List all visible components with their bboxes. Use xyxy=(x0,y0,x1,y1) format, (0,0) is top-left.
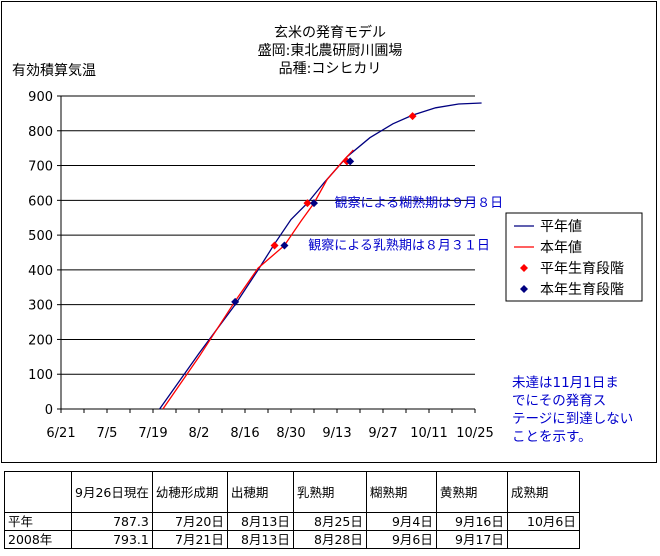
row-label: 平年 xyxy=(4,512,72,531)
table-cell: 9月6日 xyxy=(365,530,437,549)
legend-normal-line-label: 平年値 xyxy=(540,219,582,235)
current-stage-point xyxy=(280,241,289,250)
legend-normal-stage-swatch xyxy=(520,264,528,272)
current-stage-point xyxy=(310,199,318,208)
table-cell: 9月4日 xyxy=(365,512,437,531)
y-tick-label: 500 xyxy=(28,229,53,244)
x-tick-label: 8/30 xyxy=(276,426,305,441)
table-cell: 793.1 xyxy=(71,530,153,549)
note-text-line: テージに到達しない xyxy=(512,411,633,427)
header-cell-yellow: 黄熟期 xyxy=(435,471,508,513)
note-text-line: でにその発育ス xyxy=(512,393,606,409)
table-cell: 9月17日 xyxy=(435,530,508,549)
y-tick-label: 200 xyxy=(28,333,53,348)
legend-current-stage-label: 本年生育段階 xyxy=(540,282,624,298)
data-table: 9月26日現在 幼穂形成期 出穂期 乳熟期 糊熟期 黄熟期 成熟期 平年 787… xyxy=(4,471,580,549)
header-cell-empty xyxy=(4,471,72,513)
x-tick-label: 9/13 xyxy=(322,426,351,441)
header-cell-heading: 出穂期 xyxy=(226,471,294,513)
y-tick-label: 700 xyxy=(28,160,53,175)
legend-normal-stage-label: 平年生育段階 xyxy=(540,261,624,277)
x-tick-label: 10/25 xyxy=(456,426,493,441)
annotation-text: 観察による乳熟期は８月３１日 xyxy=(308,238,490,254)
chart-title-line: 玄米の発育モデル xyxy=(274,24,386,41)
table-cell: 8月25日 xyxy=(292,512,367,531)
normal-stage-point xyxy=(303,199,312,208)
y-tick-label: 800 xyxy=(28,125,53,140)
table-row: 2008年 793.1 7月21日 8月13日 8月28日 9月6日 9月17日 xyxy=(4,530,580,549)
header-cell-maturity: 成熟期 xyxy=(506,471,580,513)
y-tick-label: 600 xyxy=(28,194,53,209)
legend-box xyxy=(505,212,643,302)
table-row: 平年 787.3 7月20日 8月13日 8月25日 9月4日 9月16日 10… xyxy=(4,512,580,531)
x-tick-label: 7/19 xyxy=(138,426,167,441)
x-tick-label: 9/27 xyxy=(368,426,397,441)
current-stage-point xyxy=(346,157,355,166)
header-cell-current: 9月26日現在 xyxy=(71,471,153,513)
x-tick-label: 10/11 xyxy=(410,426,447,441)
table-header-row: 9月26日現在 幼穂形成期 出穂期 乳熟期 糊熟期 黄熟期 成熟期 xyxy=(4,471,580,513)
legend-current-stage-swatch xyxy=(520,285,528,293)
current-series-line xyxy=(162,149,354,410)
x-tick-label: 8/2 xyxy=(189,426,210,441)
table-cell: 8月28日 xyxy=(292,530,367,549)
x-tick-label: 8/16 xyxy=(230,426,259,441)
chart-frame xyxy=(1,1,657,463)
header-cell-milk: 乳熟期 xyxy=(292,471,367,513)
legend-current-line-label: 本年値 xyxy=(540,240,582,256)
y-tick-label: 100 xyxy=(28,368,53,383)
note-text-line: ことを示す。 xyxy=(512,429,592,445)
normal-stage-point xyxy=(408,112,417,121)
header-cell-panicle: 幼穂形成期 xyxy=(151,471,228,513)
x-tick-label: 6/21 xyxy=(46,426,75,441)
table-cell: 9月16日 xyxy=(435,512,508,531)
y-tick-label: 0 xyxy=(45,403,53,418)
y-axis-label: 有効積算気温 xyxy=(12,63,96,79)
row-label: 2008年 xyxy=(4,530,72,549)
current-stage-point xyxy=(231,297,240,306)
header-cell-dough: 糊熟期 xyxy=(365,471,437,513)
chart-title-line: 盛岡:東北農研厨川圃場 xyxy=(258,43,403,59)
table-cell xyxy=(506,530,580,549)
note-text-line: 未達は11月1日ま xyxy=(512,375,619,391)
y-tick-label: 900 xyxy=(28,90,53,105)
normal-series-line xyxy=(159,102,482,410)
normal-stage-point xyxy=(270,241,279,250)
table-cell: 787.3 xyxy=(71,512,153,531)
table-cell: 7月20日 xyxy=(151,512,228,531)
x-tick-label: 7/5 xyxy=(97,426,118,441)
table-cell: 8月13日 xyxy=(226,512,294,531)
annotation-text: 観察による糊熟期は９月８日 xyxy=(335,195,504,211)
table-cell: 8月13日 xyxy=(226,530,294,549)
y-tick-label: 400 xyxy=(28,264,53,279)
y-tick-label: 300 xyxy=(28,299,53,314)
table-cell: 10月6日 xyxy=(506,512,580,531)
chart-title-line: 品種:コシヒカリ xyxy=(279,61,382,77)
table-cell: 7月21日 xyxy=(151,530,228,549)
